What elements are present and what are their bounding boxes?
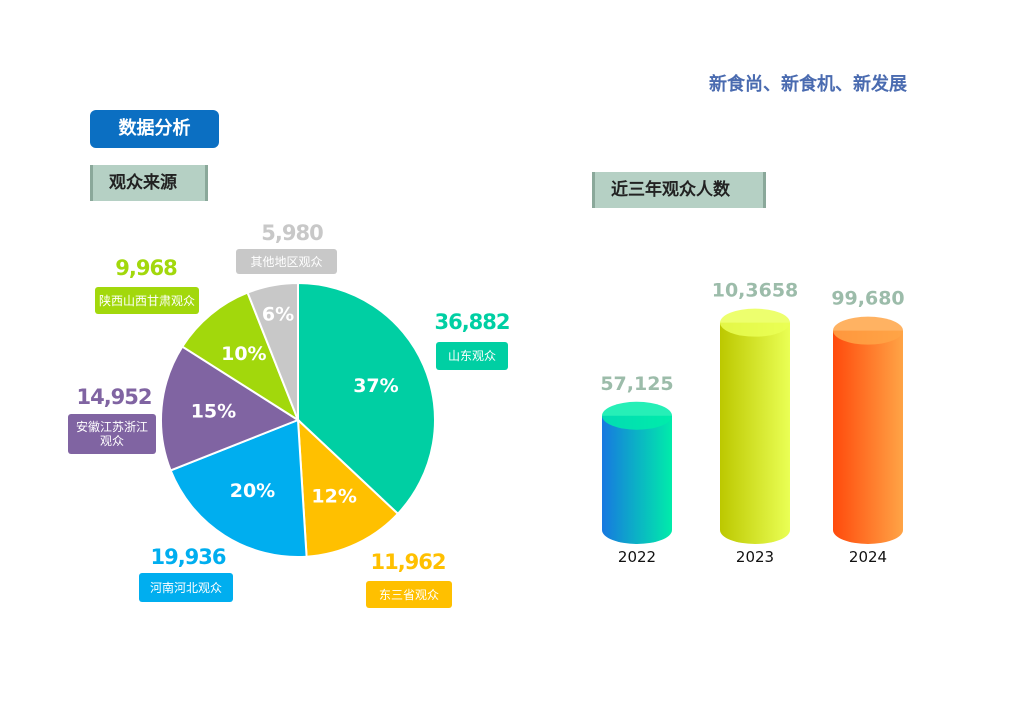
pie-slice bbox=[160, 345, 301, 472]
bar-title: 近三年观众人数 bbox=[592, 172, 766, 208]
bar-top bbox=[602, 401, 672, 430]
pie-slice bbox=[180, 291, 301, 423]
percent-label: 20% bbox=[230, 480, 275, 502]
bar bbox=[602, 415, 672, 544]
category-label: 山东观众 bbox=[436, 342, 508, 370]
section-button[interactable]: 数据分析 bbox=[90, 110, 219, 148]
x-tick-label: 2023 bbox=[736, 548, 774, 566]
value-label: 36,882 bbox=[434, 310, 510, 334]
pie-slice bbox=[246, 281, 299, 421]
bar-top bbox=[833, 316, 903, 345]
pie-slice bbox=[296, 417, 400, 558]
category-label: 河南河北观众 bbox=[139, 573, 233, 602]
pie-slice bbox=[297, 281, 436, 516]
category-label: 陕西山西甘肃观众 bbox=[95, 287, 199, 314]
percent-label: 10% bbox=[221, 343, 266, 365]
x-tick-label: 2022 bbox=[618, 548, 656, 566]
percent-label: 37% bbox=[353, 375, 398, 397]
value-label: 19,936 bbox=[150, 545, 226, 569]
pie-title: 观众来源 bbox=[90, 165, 208, 201]
value-label: 11,962 bbox=[370, 550, 446, 574]
percent-label: 15% bbox=[191, 401, 236, 423]
percent-label: 12% bbox=[311, 485, 356, 507]
value-label: 10,3658 bbox=[712, 280, 799, 302]
percent-label: 6% bbox=[262, 304, 294, 326]
bar bbox=[833, 330, 903, 544]
bar-top bbox=[720, 308, 790, 337]
category-label: 东三省观众 bbox=[366, 581, 452, 608]
pie-slice bbox=[169, 418, 308, 558]
x-tick-label: 2024 bbox=[849, 548, 887, 566]
category-label: 安徽江苏浙江观众 bbox=[68, 414, 156, 454]
bar bbox=[720, 322, 790, 544]
value-label: 5,980 bbox=[261, 221, 323, 245]
value-label: 99,680 bbox=[831, 288, 904, 310]
value-label: 14,952 bbox=[76, 385, 152, 409]
category-label: 其他地区观众 bbox=[236, 249, 337, 274]
value-label: 9,968 bbox=[115, 256, 177, 280]
value-label: 57,125 bbox=[600, 373, 673, 395]
slogan: 新食尚、新食机、新发展 bbox=[709, 74, 907, 95]
